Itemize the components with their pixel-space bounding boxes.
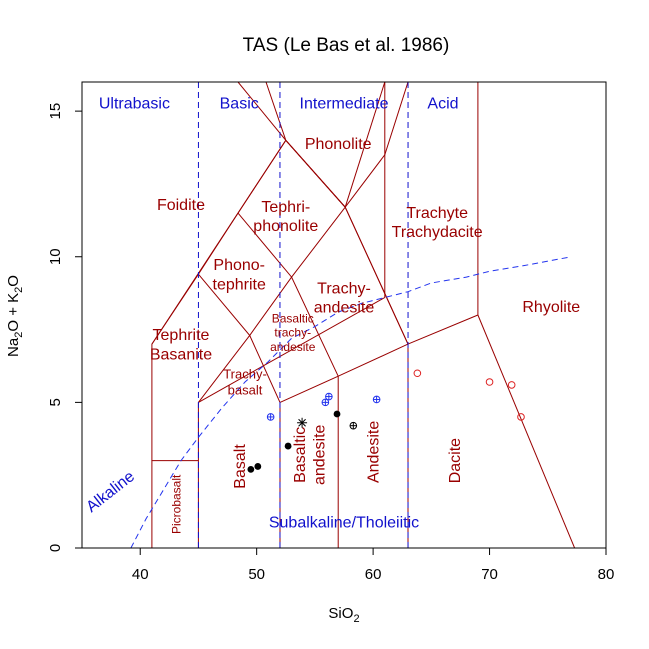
x-tick-label: 50 [248,566,265,583]
data-point [297,417,308,428]
field-label: Trachyte Trachydacite [392,205,483,241]
data-point [333,410,341,418]
x-axis: 40 50 60 70 80 [132,547,615,583]
field-label: Basalt [232,444,249,489]
field-label: Trachy-basalt [223,367,267,398]
field-label: Phono-tephrite [213,257,266,293]
series-label: Subalkaline/Tholeiitic [269,515,419,532]
data-point [517,413,525,421]
field-labels: Ultrabasic Basic Intermediate Acid Alkaline S… [83,95,580,534]
x-tick-label: 70 [481,566,498,583]
series-label: Alkaline [83,468,138,516]
y-axis: 0 5 10 15 [47,103,82,552]
x-tick-label: 40 [132,566,149,583]
field-boundary-14 [151,140,287,345]
data-point [507,381,516,389]
field-boundary-7 [198,82,386,403]
field-label: Foidite [157,197,205,214]
field-boundary-13 [477,314,576,548]
field-label: Phonolite [305,136,372,153]
alkaline-line [130,256,572,548]
field-boundary-17 [344,82,386,208]
class-label: Ultrabasic [99,95,170,112]
field-boundary-10 [237,212,339,377]
x-tick-label: 80 [598,566,615,583]
y-tick-label: 10 [47,248,64,265]
x-axis-label: SiO2 [328,605,359,625]
data-point [321,398,330,407]
alkaline-subalkaline-boundary [130,256,572,548]
data-point [254,463,262,470]
y-tick-label: 15 [47,103,64,120]
y-axis-label: Na2O + K2O [5,275,25,357]
field-boundary-8 [279,82,479,403]
chart-title: TAS (Le Bas et al. 1986) [243,35,450,56]
field-label: Basaltic trachy-andesite [270,311,316,354]
field-label: Rhyolite [522,299,580,316]
y-tick-label: 5 [47,398,64,406]
data-points [247,369,525,473]
plot-area: Ultrabasic Basic Intermediate Acid Alkaline S… [83,82,580,548]
data-point [485,378,494,386]
class-label: Acid [427,95,458,112]
field-label: Tephri-phonolite [253,199,318,235]
data-point [349,421,358,430]
field-label: Trachy-andesite [314,281,375,317]
field-label: Picrobasalt [170,474,184,534]
data-point [247,465,255,473]
field-label: Andesite [366,421,383,483]
field-label: Dacite [447,438,464,483]
field-boundary-9 [198,273,281,403]
field-boundary-16 [265,82,346,208]
class-label: Basic [220,95,259,112]
data-point [266,413,275,421]
data-point [372,395,381,404]
field-boundary-6 [198,82,409,403]
y-tick-label: 0 [47,544,64,552]
x-tick-label: 60 [365,566,382,583]
data-point [284,442,292,450]
silica-class-dividers [197,82,409,548]
class-label: Intermediate [300,95,389,112]
field-label: Tephrite Basanite [150,327,212,363]
field-label: Basaltic andesite [292,424,328,485]
data-point [325,392,333,401]
data-point [413,369,422,378]
